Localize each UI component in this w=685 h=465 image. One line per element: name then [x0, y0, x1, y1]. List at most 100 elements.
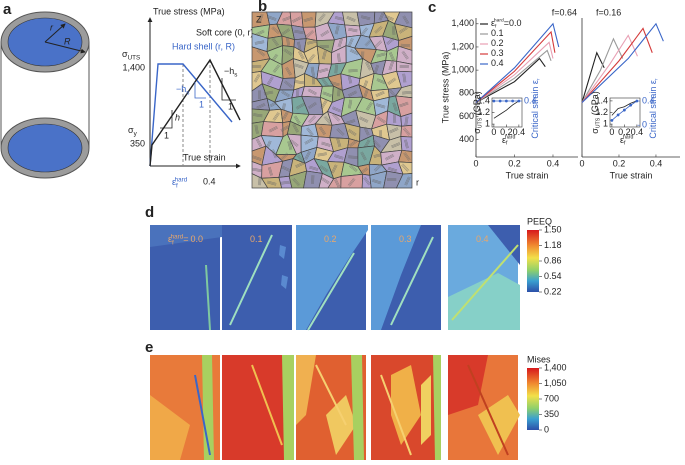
y2-tick-label: 0: [642, 120, 647, 130]
lamella: [270, 166, 273, 176]
lamella: [364, 127, 369, 136]
lamella: [305, 151, 310, 160]
lamella: [406, 116, 409, 126]
lamella: [317, 153, 327, 156]
lamella: [372, 180, 382, 184]
lamella: [271, 28, 279, 35]
lamella: [269, 126, 278, 132]
lamella: [332, 114, 339, 122]
state-label-part: ε: [168, 234, 172, 244]
y-tick-label: 1,400: [451, 18, 474, 28]
y2-axis-title: Critical strain εr: [648, 78, 659, 139]
lamella: [394, 114, 396, 123]
lamella: [373, 140, 381, 148]
lamella: [282, 15, 291, 20]
lamella: [391, 26, 394, 36]
lamella: [406, 177, 411, 186]
lamella: [321, 143, 331, 147]
lamella: [294, 31, 304, 33]
legend-name: 0.1: [491, 28, 504, 38]
y-axis-title-part: σ: [590, 128, 600, 134]
lamella: [337, 38, 341, 47]
lamella: [309, 116, 317, 124]
lamella: [335, 25, 339, 35]
lamella: [307, 53, 314, 62]
lamella: [377, 116, 386, 122]
series-marker: [622, 108, 626, 112]
lamella: [271, 149, 276, 159]
contour-map: [150, 355, 220, 460]
lamella: [317, 152, 327, 155]
lamella: [348, 155, 358, 157]
curve-label: Soft core (0, r): [196, 27, 254, 37]
series-line: [475, 30, 556, 103]
series-line: [475, 57, 546, 104]
lamella: [375, 90, 384, 96]
axis-title: True strain: [183, 152, 226, 162]
x-axis-title: εfhard: [502, 135, 515, 147]
state-value: 0.4: [476, 234, 489, 244]
contour-region: [433, 355, 441, 460]
lamella: [306, 39, 317, 43]
lamella: [405, 152, 411, 160]
lamella: [281, 91, 290, 97]
inset-frame: [491, 97, 523, 128]
lamella: [320, 126, 326, 135]
lamella: [321, 177, 330, 183]
lamella: [280, 182, 291, 185]
contour-region: [391, 365, 421, 445]
lamella: [348, 69, 358, 71]
lamella: [403, 153, 409, 161]
lamella: [371, 181, 381, 185]
lamella: [295, 81, 305, 84]
lamella: [339, 53, 341, 63]
lamella: [376, 53, 386, 57]
state-value: 0.2: [324, 234, 337, 244]
y-tick-label: 1.2: [595, 107, 608, 117]
lamella: [376, 54, 386, 58]
x-axis-title-part: hard: [505, 135, 516, 141]
lamella: [394, 102, 398, 111]
lamella: [293, 178, 300, 186]
contour-map: [448, 355, 520, 460]
slope-triangle: [160, 110, 173, 129]
lamella: [345, 119, 355, 123]
axis-symbol-part: σ: [128, 125, 134, 135]
lamella: [347, 75, 351, 84]
x-tick-label: 0.4: [631, 127, 644, 137]
y-tick-label: 800: [459, 88, 474, 98]
lamella: [283, 50, 292, 56]
lamella: [319, 166, 328, 173]
lamella: [318, 127, 325, 136]
lamella: [337, 53, 339, 63]
lamella: [336, 64, 338, 74]
lamella: [378, 11, 383, 20]
lamella: [374, 65, 378, 74]
lamella: [282, 30, 291, 36]
panel-label: e: [145, 339, 153, 356]
series-line: [493, 100, 520, 119]
lamella: [322, 78, 328, 87]
contour-region: [282, 355, 294, 460]
lamella: [338, 53, 340, 63]
y-tick-label: 400: [459, 134, 474, 144]
grain: [340, 173, 364, 189]
lamella: [267, 76, 273, 85]
lamella: [294, 30, 304, 32]
lamella: [390, 51, 395, 61]
lamella: [348, 157, 358, 159]
lamella: [364, 88, 368, 97]
lamella: [255, 30, 265, 36]
lamella: [294, 63, 304, 67]
x-axis-title-part: ε: [502, 135, 506, 145]
lamella: [330, 82, 340, 86]
lamella: [334, 64, 336, 74]
legend-label-part: f: [495, 24, 497, 30]
contour-region: [351, 355, 364, 460]
lamella: [375, 65, 379, 74]
lamella: [366, 61, 371, 71]
lamella: [294, 65, 304, 69]
lamella: [256, 103, 266, 109]
legend-label: 0.1: [491, 28, 504, 38]
lamella: [257, 138, 263, 147]
